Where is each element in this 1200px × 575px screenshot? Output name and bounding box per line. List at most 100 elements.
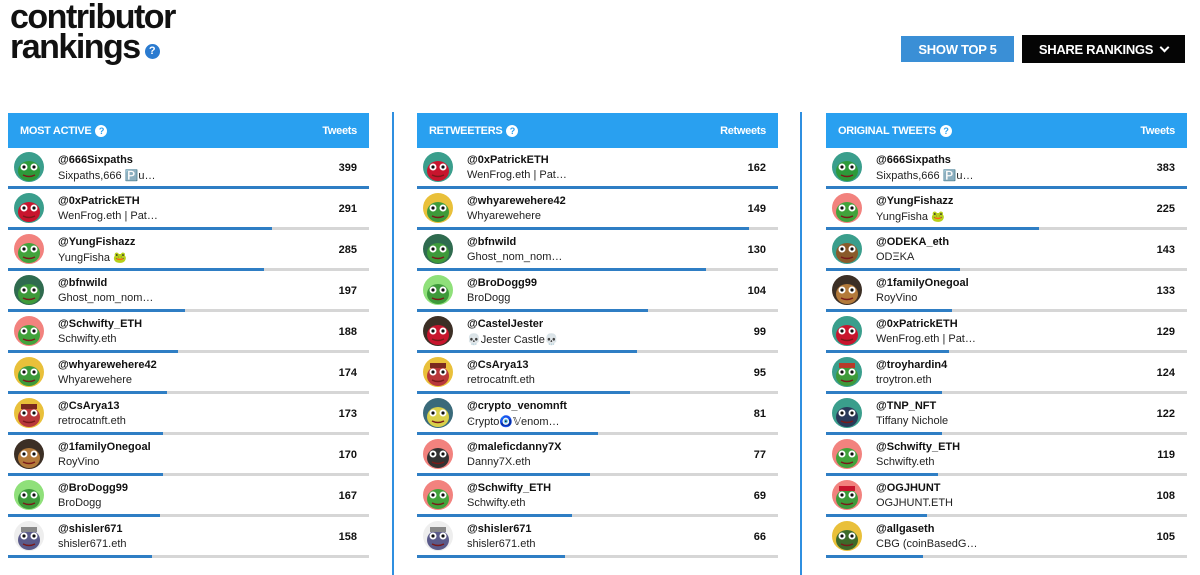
help-icon[interactable]: ? — [95, 124, 108, 137]
user-handle[interactable]: @Schwifty_ETH — [467, 482, 552, 494]
avatar[interactable] — [14, 521, 44, 551]
list-item[interactable]: @0xPatrickETH WenFrog.eth | Pat… 129 — [826, 312, 1187, 353]
list-item[interactable]: @crypto_venomnft Ͼrypto🧿𝕍enom… 81 — [417, 394, 778, 435]
avatar[interactable] — [14, 234, 44, 264]
avatar[interactable] — [14, 316, 44, 346]
avatar[interactable] — [832, 193, 862, 223]
list-item[interactable]: @0xPatrickETH WenFrog.eth | Pat… 162 — [417, 148, 778, 189]
progress-bar — [8, 473, 164, 476]
list-item[interactable]: @666Sixpaths Sixpaths,666 🅿️u… 383 — [826, 148, 1187, 189]
user-handle[interactable]: @bfnwild — [58, 277, 108, 289]
user-handle[interactable]: @Schwifty_ETH — [58, 318, 143, 330]
avatar[interactable] — [832, 275, 862, 305]
avatar[interactable] — [832, 480, 862, 510]
list-item[interactable]: @YungFishazz YungFisha 🐸 285 — [8, 230, 369, 271]
list-item[interactable]: @Schwifty_ETH Schwifty.eth 119 — [826, 435, 1187, 476]
avatar[interactable] — [832, 316, 862, 346]
user-handle[interactable]: @maleficdanny7X — [467, 441, 562, 453]
avatar[interactable] — [832, 357, 862, 387]
user-handle[interactable]: @troyhardin4 — [876, 359, 948, 371]
show-top-5-button[interactable]: SHOW TOP 5 — [901, 36, 1014, 62]
user-handle[interactable]: @whyarewehere42 — [467, 195, 566, 207]
list-item[interactable]: @shisler671 shisler671.eth 158 — [8, 517, 369, 558]
avatar[interactable] — [832, 398, 862, 428]
user-handle[interactable]: @Schwifty_ETH — [876, 441, 961, 453]
avatar[interactable] — [423, 480, 453, 510]
list-item[interactable]: @whyarewehere42 Whyarewehere 149 — [417, 189, 778, 230]
list-item[interactable]: @666Sixpaths Sixpaths,666 🅿️u… 399 — [8, 148, 369, 189]
user-handle[interactable]: @CsArya13 — [58, 400, 120, 412]
list-item[interactable]: @BroDogg99 BroDogg 104 — [417, 271, 778, 312]
user-handle[interactable]: @YungFishazz — [58, 236, 136, 248]
list-item[interactable]: @CsArya13 retrocatnft.eth 95 — [417, 353, 778, 394]
user-handle[interactable]: @OGJHUNT — [876, 482, 941, 494]
display-name: WenFrog.eth | Pat… — [467, 169, 567, 181]
list-item[interactable]: @troyhardin4 troytron.eth 124 — [826, 353, 1187, 394]
list-item[interactable]: @bfnwild Ghost_nom_nom… 130 — [417, 230, 778, 271]
avatar[interactable] — [423, 193, 453, 223]
user-handle[interactable]: @0xPatrickETH — [467, 154, 549, 166]
user-handle[interactable]: @ODEKA_eth — [876, 236, 950, 248]
avatar[interactable] — [423, 234, 453, 264]
avatar[interactable] — [423, 439, 453, 469]
list-item[interactable]: @maleficdanny7X Danny7X.eth 77 — [417, 435, 778, 476]
help-icon[interactable]: ? — [144, 44, 160, 59]
share-rankings-button[interactable]: SHARE RANKINGS — [1022, 35, 1185, 63]
user-handle[interactable]: @BroDogg99 — [467, 277, 538, 289]
user-handle[interactable]: @whyarewehere42 — [58, 359, 157, 371]
list-item[interactable]: @BroDogg99 BroDogg 167 — [8, 476, 369, 517]
list-item[interactable]: @0xPatrickETH WenFrog.eth | Pat… 291 — [8, 189, 369, 230]
avatar[interactable] — [14, 357, 44, 387]
list-item[interactable]: @ODEKA_eth ODΞKA 143 — [826, 230, 1187, 271]
avatar[interactable] — [14, 275, 44, 305]
user-handle[interactable]: @1familyOnegoal — [58, 441, 151, 453]
user-handle[interactable]: @shisler671 — [58, 523, 123, 535]
avatar[interactable] — [832, 439, 862, 469]
list-item[interactable]: @shisler671 shisler671.eth 66 — [417, 517, 778, 558]
user-handle[interactable]: @666Sixpaths — [876, 154, 951, 166]
user-handle[interactable]: @TNP_NFT — [876, 400, 937, 412]
list-item[interactable]: @OGJHUNT OGJHUNT.ETH 108 — [826, 476, 1187, 517]
avatar[interactable] — [423, 316, 453, 346]
list-item[interactable]: @YungFishazz YungFisha 🐸 225 — [826, 189, 1187, 230]
avatar[interactable] — [423, 521, 453, 551]
user-handle[interactable]: @CastelJester — [467, 318, 544, 330]
avatar[interactable] — [14, 480, 44, 510]
user-handle[interactable]: @1familyOnegoal — [876, 277, 969, 289]
avatar[interactable] — [14, 152, 44, 182]
list-item[interactable]: @1familyOnegoal RoyVino 170 — [8, 435, 369, 476]
list-item[interactable]: @whyarewehere42 Whyarewehere 174 — [8, 353, 369, 394]
avatar[interactable] — [832, 521, 862, 551]
user-handle[interactable]: @666Sixpaths — [58, 154, 133, 166]
help-icon[interactable]: ? — [506, 124, 519, 137]
avatar[interactable] — [423, 398, 453, 428]
list-item[interactable]: @1familyOnegoal RoyVino 133 — [826, 271, 1187, 312]
list-item[interactable]: @Schwifty_ETH Schwifty.eth 69 — [417, 476, 778, 517]
user-handle[interactable]: @YungFishazz — [876, 195, 954, 207]
user-handle[interactable]: @CsArya13 — [467, 359, 529, 371]
list-item[interactable]: @Schwifty_ETH Schwifty.eth 188 — [8, 312, 369, 353]
user-handle[interactable]: @allgaseth — [876, 523, 935, 535]
help-icon[interactable]: ? — [939, 124, 952, 137]
avatar[interactable] — [832, 152, 862, 182]
list-item[interactable]: @CsArya13 retrocatnft.eth 173 — [8, 394, 369, 435]
avatar[interactable] — [423, 275, 453, 305]
list-item[interactable]: @allgaseth CBG (coinBasedG… 105 — [826, 517, 1187, 558]
user-handle[interactable]: @0xPatrickETH — [58, 195, 140, 207]
user-handle[interactable]: @BroDogg99 — [58, 482, 129, 494]
avatar[interactable] — [14, 439, 44, 469]
user-handle[interactable]: @crypto_venomnft — [467, 400, 567, 412]
list-item[interactable]: @CastelJester 💀Jester Castle💀 99 — [417, 312, 778, 353]
user-handle[interactable]: @shisler671 — [467, 523, 532, 535]
avatar[interactable] — [832, 234, 862, 264]
list-item[interactable]: @bfnwild Ghost_nom_nom… 197 — [8, 271, 369, 312]
user-handle[interactable]: @bfnwild — [467, 236, 517, 248]
user-handle[interactable]: @0xPatrickETH — [876, 318, 958, 330]
avatar[interactable] — [423, 357, 453, 387]
display-name: BroDogg — [467, 292, 511, 304]
avatar[interactable] — [423, 152, 453, 182]
count-value: 158 — [338, 531, 357, 543]
avatar[interactable] — [14, 398, 44, 428]
avatar[interactable] — [14, 193, 44, 223]
list-item[interactable]: @TNP_NFT Tiffany Nichole 122 — [826, 394, 1187, 435]
